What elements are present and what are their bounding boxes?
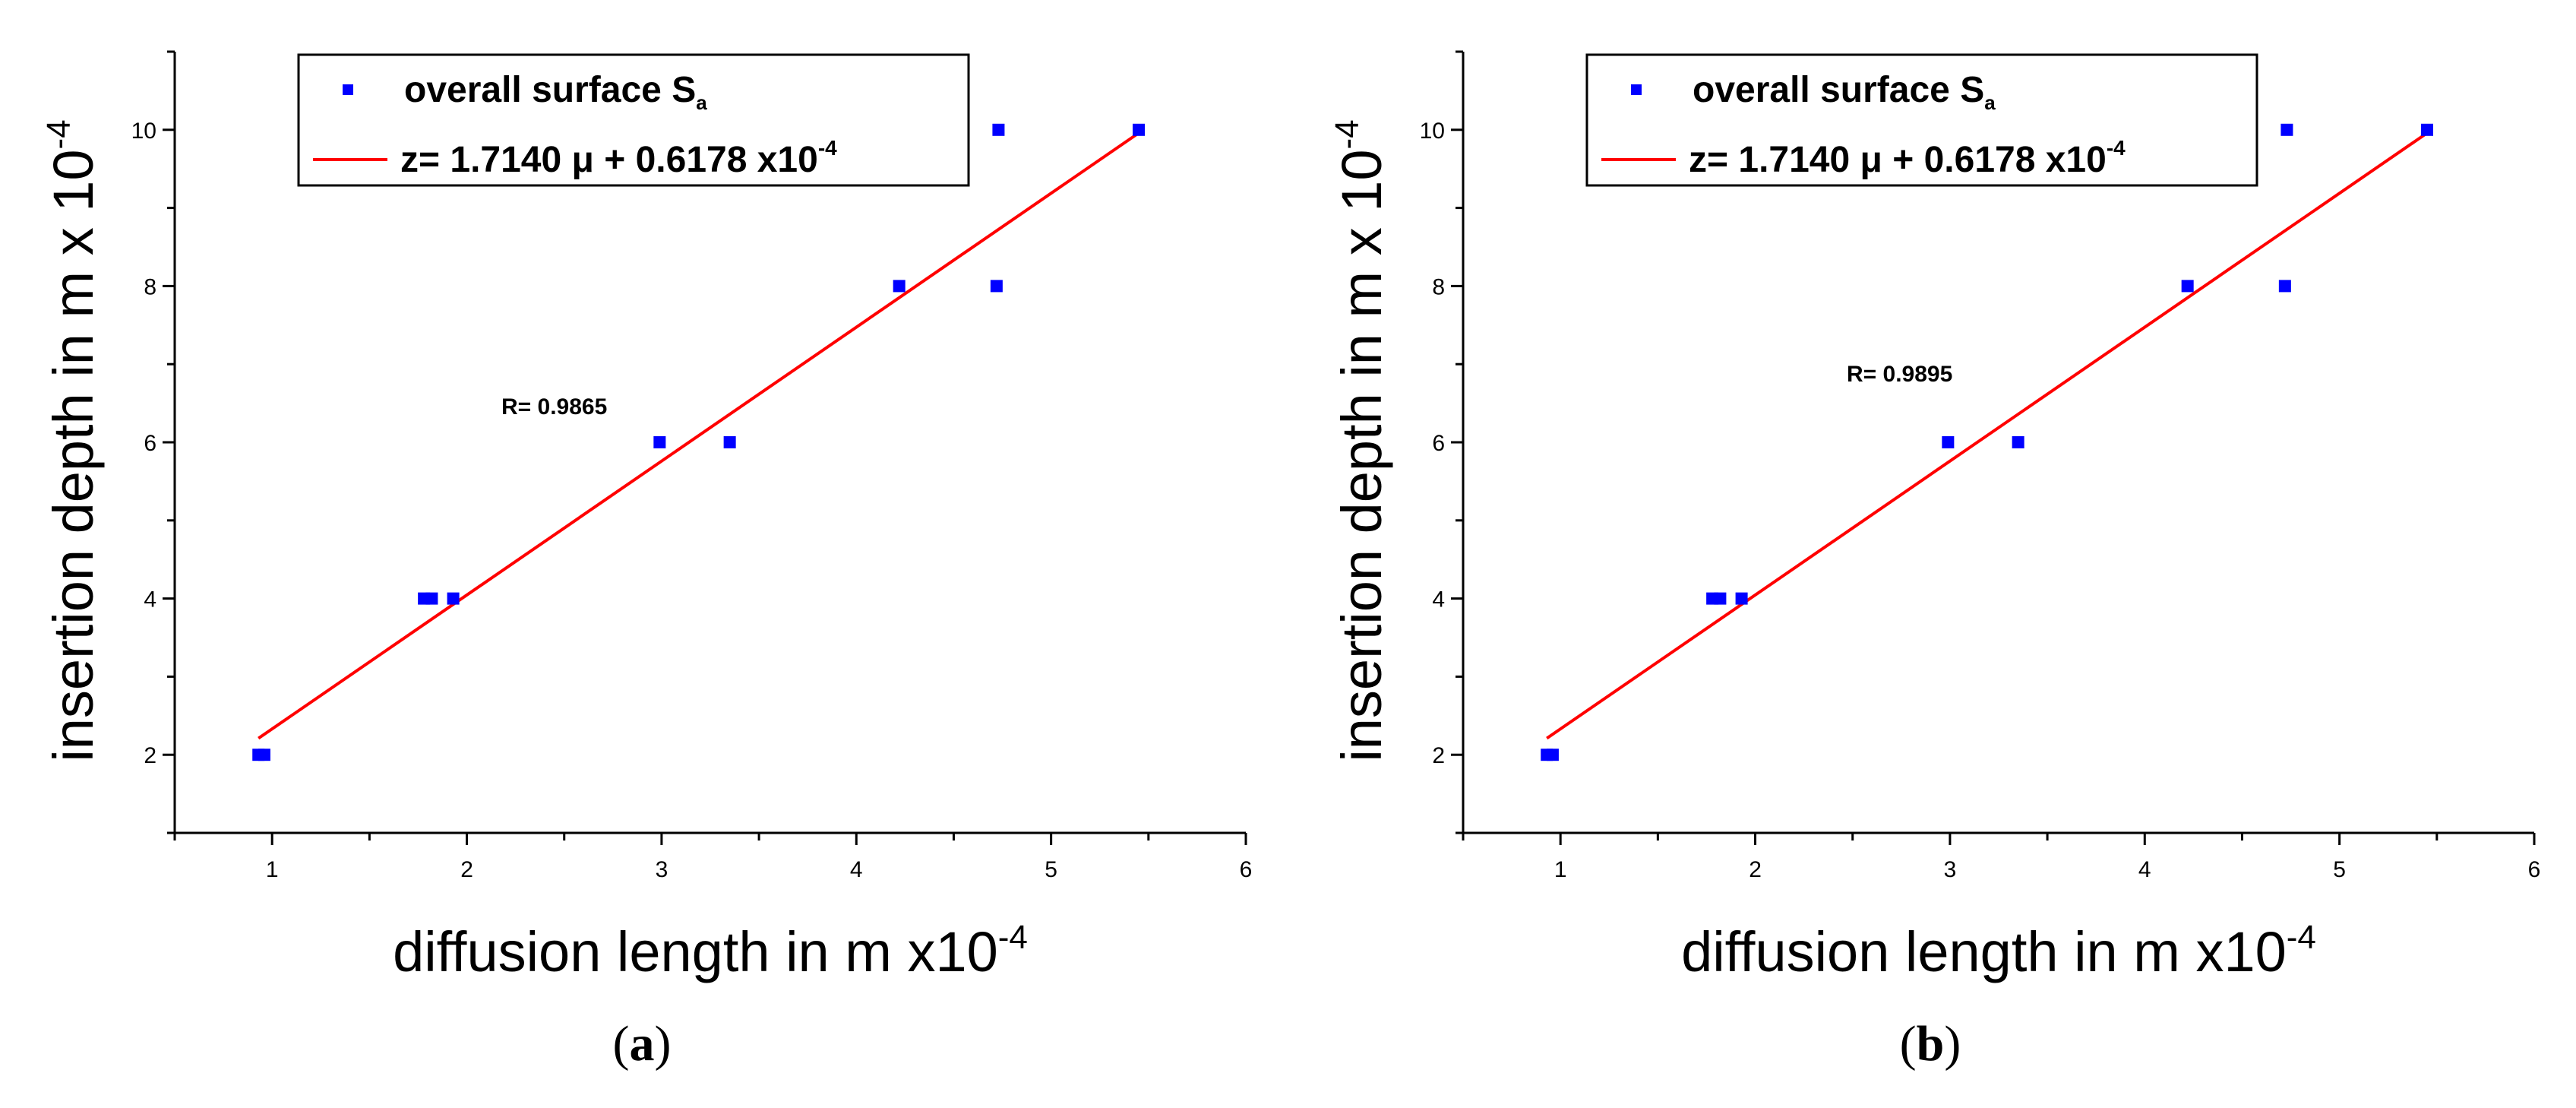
panel-label-letter: b [1917, 1016, 1945, 1072]
x-tick-label: 1 [266, 857, 279, 882]
y-tick-label: 10 [1420, 119, 1445, 144]
x-tick-label: 3 [1944, 857, 1957, 882]
y-tick-label: 6 [144, 431, 156, 456]
data-point [893, 280, 906, 293]
r-annotation: R= 0.9865 [501, 394, 607, 419]
data-point [1714, 592, 1727, 605]
r-annotation: R= 0.9895 [1847, 362, 1952, 387]
data-point [2280, 123, 2293, 136]
y-axis-title-text: insertion depth in m x 10 [42, 149, 105, 761]
fit-line [258, 131, 1140, 740]
legend-scatter-subscript: a [696, 91, 707, 114]
y-axis-title: insertion depth in m x 10-4 [40, 119, 105, 761]
chart-panel-a: 1 2 3 4 5 6 2 4 6 8 10 R= 0.9865 overall surface Sa z… [40, 50, 1253, 1072]
x-axis-title-exponent: -4 [998, 919, 1028, 956]
panel-label-open-paren: ( [613, 1016, 630, 1072]
data-point [1133, 123, 1145, 136]
legend-box [1585, 53, 2258, 187]
x-tick-label: 4 [850, 857, 863, 882]
x-tick-label: 6 [1240, 857, 1253, 882]
legend-scatter-marker [343, 84, 353, 95]
data-point [990, 280, 1003, 293]
legend-scatter-text: overall surface S [1693, 70, 1984, 110]
x-tick-label: 2 [1749, 857, 1762, 882]
data-point [1546, 749, 1559, 761]
legend-fit-exponent: -4 [2107, 136, 2126, 160]
x-tick-label: 5 [1045, 857, 1057, 882]
data-point [2278, 280, 2291, 293]
data-point [992, 123, 1005, 136]
legend-scatter-text: overall surface S [404, 70, 696, 110]
x-tick-label: 4 [2138, 857, 2151, 882]
legend-fit-exponent: -4 [818, 136, 837, 160]
y-tick-label: 4 [144, 587, 156, 613]
panel-label: (a) [613, 1016, 672, 1072]
legend-fit-text: z= 1.7140 μ + 0.6178 x10 [1689, 140, 2107, 180]
panel-label: (b) [1900, 1016, 1961, 1072]
panel-label-close-paren: ) [1944, 1016, 1961, 1072]
panel-label-close-paren: ) [655, 1016, 672, 1072]
x-tick-label: 1 [1554, 857, 1567, 882]
x-tick-label: 5 [2333, 857, 2346, 882]
x-tick-label: 6 [2528, 857, 2541, 882]
data-point [258, 749, 270, 761]
x-axis-title: diffusion length in m x10-4 [1681, 919, 2316, 983]
legend-scatter-subscript: a [1984, 91, 1996, 114]
y-axis-title-exponent: -4 [40, 119, 77, 149]
x-axis-title-exponent: -4 [2287, 919, 2316, 956]
panel-label-letter: a [630, 1016, 655, 1072]
legend-box [297, 53, 970, 187]
data-point [2181, 280, 2194, 293]
x-axis-title-text: diffusion length in m x10 [1681, 920, 2287, 983]
y-tick-label: 8 [1432, 274, 1445, 299]
x-tick-label: 2 [460, 857, 473, 882]
data-point [447, 592, 460, 605]
y-axis-title: insertion depth in m x 10-4 [1329, 119, 1393, 761]
legend-fit-text: z= 1.7140 μ + 0.6178 x10 [400, 140, 818, 180]
y-axis-title-exponent: -4 [1329, 119, 1366, 149]
chart-panel-b: 1 2 3 4 5 6 2 4 6 8 10 R= 0.9895 overall surface Sa z… [1288, 0, 2576, 1108]
x-axis-title: diffusion length in m x10-4 [393, 919, 1028, 983]
y-tick-label: 2 [1432, 743, 1445, 768]
panel-label-open-paren: ( [1900, 1016, 1917, 1072]
y-tick-label: 8 [144, 274, 156, 299]
y-tick-label: 4 [1432, 587, 1445, 613]
x-tick-label: 3 [656, 857, 668, 882]
data-point [1942, 436, 1955, 448]
data-point [723, 436, 736, 448]
data-point [653, 436, 666, 448]
legend-fit-label: z= 1.7140 μ + 0.6178 x10-4 [1689, 136, 2126, 180]
fit-line [1546, 131, 2429, 740]
data-point [1735, 592, 1748, 605]
data-point [2421, 123, 2433, 136]
y-tick-label: 10 [131, 119, 156, 144]
y-tick-label: 6 [1432, 431, 1445, 456]
y-tick-label: 2 [144, 743, 156, 768]
y-axis-title-text: insertion depth in m x 10 [1330, 149, 1393, 761]
legend-fit-label: z= 1.7140 μ + 0.6178 x10-4 [400, 136, 837, 180]
data-point [2012, 436, 2024, 448]
legend-scatter-label: overall surface Sa [1693, 70, 1996, 114]
data-point [425, 592, 438, 605]
x-axis-title-text: diffusion length in m x10 [393, 920, 998, 983]
legend-scatter-label: overall surface Sa [404, 70, 707, 114]
legend-scatter-marker [1631, 84, 1642, 95]
